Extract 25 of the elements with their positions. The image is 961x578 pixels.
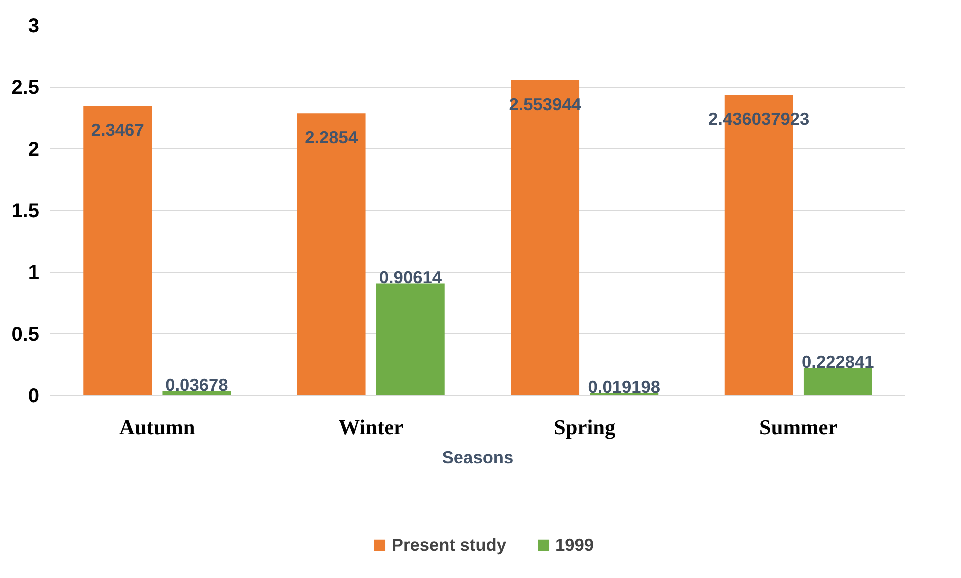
bar	[297, 114, 366, 396]
y-tick-label: 2.5	[12, 77, 40, 100]
y-tick-label: 0	[28, 386, 40, 408]
bar	[511, 80, 580, 396]
data-label: 0.019198	[588, 377, 661, 398]
bar	[804, 368, 872, 396]
data-label: 0.03678	[166, 374, 229, 395]
data-label: 2.3467	[91, 120, 144, 140]
x-axis-title: Seasons	[442, 448, 514, 468]
legend-label: 1999	[556, 534, 594, 556]
data-label: 2.2854	[305, 128, 358, 148]
y-tick-label: 3	[28, 16, 40, 38]
data-label: 0.222841	[802, 352, 875, 372]
x-tick-label: Winter	[338, 416, 404, 440]
y-tick-label: 1	[28, 262, 40, 284]
bar	[84, 106, 152, 396]
x-tick-label: Autumn	[119, 416, 196, 440]
y-tick-label: 0.5	[12, 324, 40, 346]
legend-label: Present study	[392, 534, 507, 556]
y-tick-label: 1.5	[12, 200, 40, 222]
x-tick-label: Summer	[760, 416, 838, 440]
y-tick-label: 2	[28, 138, 40, 161]
data-label: 0.90614	[379, 268, 442, 288]
x-tick-label: Spring	[554, 416, 616, 440]
bar	[376, 284, 445, 396]
